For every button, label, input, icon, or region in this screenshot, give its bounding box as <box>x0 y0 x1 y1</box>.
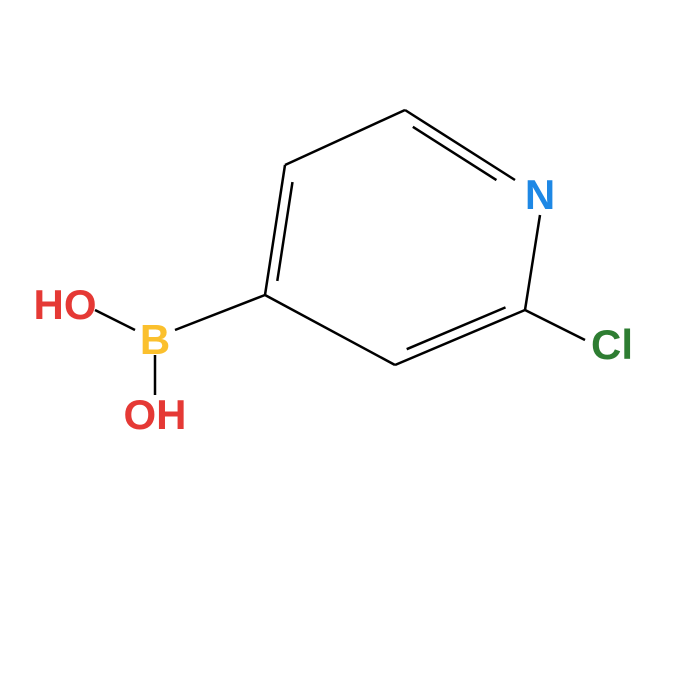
molecule-canvas: HO OH B N Cl <box>0 0 700 700</box>
atom-n: N <box>525 171 555 219</box>
atom-o1: HO <box>33 281 96 329</box>
atom-cl: Cl <box>591 321 633 369</box>
atom-o2: OH <box>123 391 186 439</box>
atom-b: B <box>140 316 170 364</box>
